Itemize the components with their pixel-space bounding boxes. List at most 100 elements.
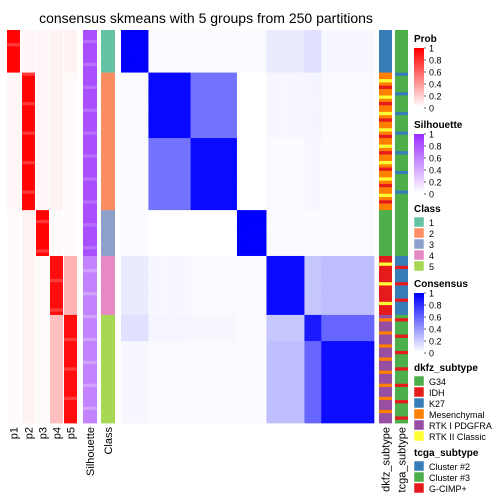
consensus-cell bbox=[302, 86, 304, 90]
consensus-cell bbox=[239, 135, 241, 139]
consensus-cell bbox=[193, 33, 195, 37]
consensus-cell bbox=[178, 128, 180, 132]
consensus-cell bbox=[132, 135, 134, 139]
consensus-cell bbox=[290, 59, 292, 63]
consensus-cell bbox=[359, 43, 361, 47]
class-cell bbox=[101, 112, 115, 116]
consensus-cell bbox=[205, 53, 207, 57]
consensus-cell bbox=[188, 122, 190, 126]
consensus-cell bbox=[300, 86, 302, 90]
prob-cell-p5 bbox=[64, 217, 77, 221]
consensus-cell bbox=[161, 132, 163, 136]
consensus-cell bbox=[203, 112, 205, 116]
prob-cell-p3 bbox=[36, 204, 49, 208]
consensus-cell bbox=[288, 82, 290, 86]
consensus-cell bbox=[134, 50, 136, 54]
consensus-cell bbox=[264, 115, 266, 119]
consensus-cell bbox=[167, 105, 169, 109]
consensus-cell bbox=[347, 30, 349, 34]
consensus-cell bbox=[146, 135, 148, 139]
consensus-cell bbox=[344, 132, 346, 136]
consensus-cell bbox=[182, 79, 184, 83]
prob-cell-p3 bbox=[36, 125, 49, 129]
consensus-cell bbox=[201, 125, 203, 129]
consensus-cell bbox=[222, 53, 224, 57]
consensus-cell bbox=[252, 99, 254, 103]
prob-cell-p1 bbox=[7, 181, 20, 185]
consensus-cell bbox=[353, 122, 355, 126]
consensus-cell bbox=[212, 63, 214, 67]
prob-cell-p3 bbox=[36, 400, 49, 404]
consensus-cell bbox=[186, 122, 188, 126]
consensus-cell bbox=[125, 138, 127, 142]
consensus-cell bbox=[146, 109, 148, 113]
consensus-cell bbox=[296, 109, 298, 113]
consensus-cell bbox=[226, 63, 228, 67]
consensus-cell bbox=[243, 115, 245, 119]
prob-cell-p1 bbox=[7, 171, 20, 175]
consensus-cell bbox=[193, 99, 195, 103]
consensus-cell bbox=[256, 53, 258, 57]
consensus-cell bbox=[252, 43, 254, 47]
consensus-cell bbox=[285, 115, 287, 119]
consensus-cell bbox=[311, 109, 313, 113]
consensus-cell bbox=[197, 135, 199, 139]
consensus-cell bbox=[180, 56, 182, 60]
consensus-cell bbox=[283, 92, 285, 96]
consensus-cell bbox=[123, 46, 125, 50]
consensus-cell bbox=[197, 43, 199, 47]
prob-cell-p5 bbox=[64, 69, 77, 73]
consensus-cell bbox=[216, 59, 218, 63]
consensus-cell bbox=[271, 73, 273, 77]
consensus-cell bbox=[262, 59, 264, 63]
consensus-cell bbox=[237, 109, 239, 113]
consensus-cell bbox=[309, 128, 311, 132]
consensus-cell bbox=[330, 46, 332, 50]
consensus-cell bbox=[155, 86, 157, 90]
silhouette-cell bbox=[83, 344, 97, 348]
consensus-cell bbox=[222, 37, 224, 41]
consensus-cell bbox=[271, 33, 273, 37]
prob-cell-p4 bbox=[50, 387, 63, 391]
consensus-cell bbox=[144, 128, 146, 132]
consensus-cell bbox=[220, 112, 222, 116]
prob-cell-p3 bbox=[36, 315, 49, 319]
consensus-cell bbox=[138, 46, 140, 50]
consensus-cell bbox=[275, 96, 277, 100]
consensus-cell bbox=[351, 79, 353, 83]
prob-cell-p4 bbox=[50, 40, 63, 44]
consensus-cell bbox=[165, 69, 167, 73]
consensus-cell bbox=[269, 138, 271, 142]
consensus-cell bbox=[167, 141, 169, 145]
class-cell bbox=[101, 420, 115, 424]
consensus-cell bbox=[298, 128, 300, 132]
prob-cell-p1 bbox=[7, 279, 20, 283]
consensus-cell bbox=[172, 99, 174, 103]
prob-cell-p3 bbox=[36, 132, 49, 136]
prob-cell-p3 bbox=[36, 161, 49, 165]
consensus-cell bbox=[157, 79, 159, 83]
consensus-cell bbox=[269, 46, 271, 50]
class-cell bbox=[101, 50, 115, 54]
consensus-cell bbox=[243, 82, 245, 86]
consensus-cell bbox=[148, 92, 150, 96]
consensus-cell bbox=[212, 112, 214, 116]
consensus-cell bbox=[136, 135, 138, 139]
consensus-cell bbox=[222, 122, 224, 126]
prob-cell-p5 bbox=[64, 122, 77, 126]
consensus-cell bbox=[363, 122, 365, 126]
consensus-cell bbox=[315, 73, 317, 77]
consensus-cell bbox=[250, 86, 252, 90]
consensus-cell bbox=[370, 89, 372, 93]
consensus-cell bbox=[153, 69, 155, 73]
consensus-cell bbox=[239, 56, 241, 60]
consensus-cell bbox=[210, 76, 212, 80]
consensus-cell bbox=[159, 99, 161, 103]
consensus-cell bbox=[203, 79, 205, 83]
consensus-cell bbox=[288, 96, 290, 100]
consensus-cell bbox=[332, 53, 334, 57]
consensus-cell bbox=[188, 63, 190, 67]
consensus-cell bbox=[169, 82, 171, 86]
consensus-cell bbox=[351, 76, 353, 80]
consensus-cell bbox=[279, 69, 281, 73]
